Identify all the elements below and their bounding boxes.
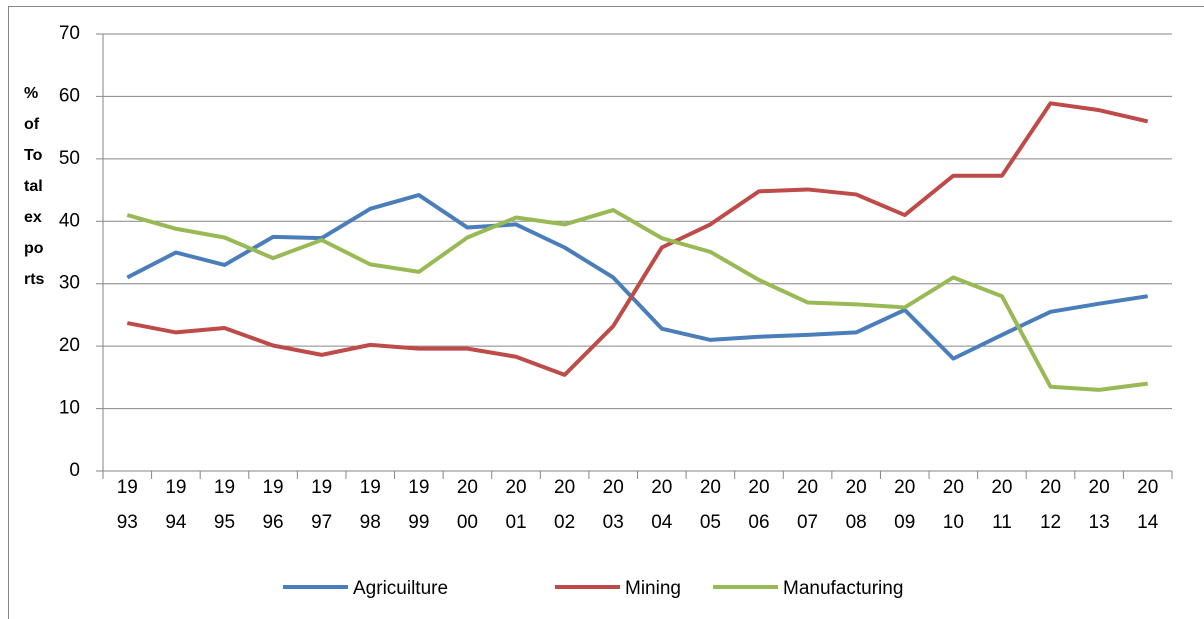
y-axis-label: % of Total exports: [24, 85, 45, 288]
y-tick-label: 50: [59, 148, 80, 169]
x-tick-label: 19 95: [214, 477, 235, 533]
x-tick-label: 20 12: [1040, 477, 1061, 533]
series-line: [126, 101, 1149, 377]
series-line: [126, 193, 1149, 361]
y-tick-label: 60: [59, 85, 80, 106]
x-tick-label: 19 97: [311, 477, 332, 533]
x-tick-label: 19 96: [262, 477, 283, 533]
x-tick-label: 20 05: [700, 477, 721, 533]
x-tick-label: 20 10: [943, 477, 964, 533]
x-tick-label: 20 06: [748, 477, 769, 533]
x-tick-label: 20 01: [505, 477, 526, 533]
x-tick-label: 20 11: [991, 477, 1012, 533]
legend-label: Mining: [625, 578, 681, 599]
x-tick-label: 20 04: [651, 477, 673, 533]
x-tick-label: 20 03: [603, 477, 624, 533]
x-tick-label: 19 99: [408, 477, 429, 533]
x-tick-label: 20 00: [457, 477, 478, 533]
x-tick-label: 19 93: [117, 477, 138, 533]
y-tick-label: 70: [59, 23, 80, 44]
y-tick-label: 0: [69, 460, 80, 481]
y-tick-label: 20: [59, 335, 80, 356]
chart-border: [8, 6, 1204, 619]
y-tick-label: 30: [59, 273, 80, 294]
x-tick-label: 20 14: [1137, 477, 1159, 533]
x-tick-label: 20 08: [846, 477, 867, 533]
legend-label: Agricuilture: [353, 578, 448, 599]
y-tick-label: 40: [59, 210, 80, 231]
x-tick-label: 20 09: [894, 477, 915, 533]
series-line: [126, 208, 1148, 392]
legend-label: Manufacturing: [783, 578, 903, 599]
x-tick-label: 19 94: [165, 477, 187, 533]
y-tick-label: 10: [59, 398, 80, 419]
x-tick-label: 19 98: [360, 477, 381, 533]
x-tick-label: 20 13: [1089, 477, 1110, 533]
x-tick-label: 20 02: [554, 477, 575, 533]
x-tick-label: 20 07: [797, 477, 818, 533]
